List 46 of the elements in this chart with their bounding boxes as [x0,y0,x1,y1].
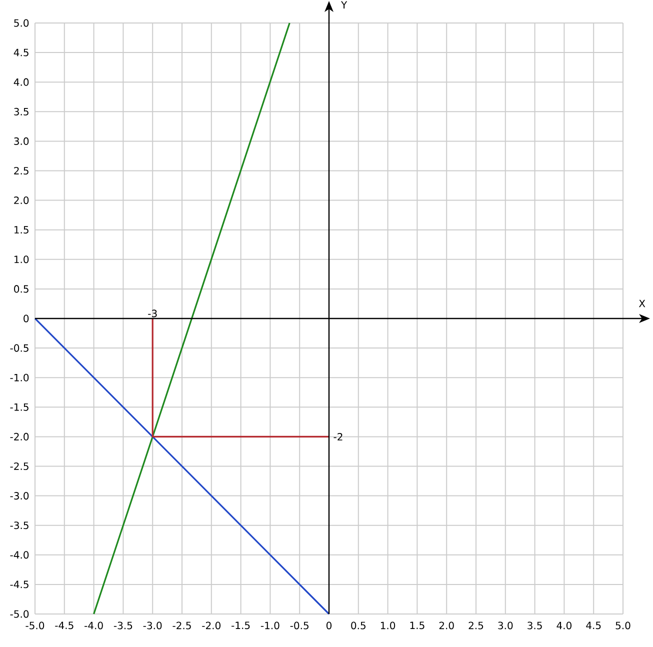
x-tick-label: -5.0 [26,622,44,630]
y-tick-label: 2.0 [14,196,29,204]
x-tick-label: -2.5 [172,622,191,630]
y-tick-label: -5.0 [10,610,29,618]
x-tick-label: 1.5 [410,622,424,630]
annotation: -3 [148,310,157,318]
x-tick-label: 0.5 [351,622,366,630]
x-tick-label: -2.0 [202,622,220,630]
y-tick-label: -1.5 [10,403,28,411]
y-tick-label: 0.5 [14,285,28,293]
y-tick-label: 5.0 [14,19,29,27]
y-tick-label: -2.0 [10,432,29,440]
y-tick-label: -3.0 [10,492,29,500]
y-tick-label: 1.0 [14,256,29,264]
x-tick-label: -0.5 [290,622,308,630]
x-tick-label: -3.0 [143,622,162,630]
y-axis-title: Y [340,1,348,9]
y-tick-label: -2.5 [10,462,28,470]
x-axis-title: X [638,300,646,308]
y-tick-label: 3.5 [14,108,28,116]
y-tick-label: 3.0 [14,137,29,145]
x-tick-label: 0 [326,622,332,630]
x-tick-label: -1.0 [260,622,280,630]
x-tick-label: -3.5 [114,622,132,630]
x-tick-label: 2.0 [439,622,454,630]
x-tick-label: 1.0 [380,622,396,630]
x-tick-label: 3.0 [498,622,513,630]
y-tick-label: -1.0 [10,374,29,382]
x-tick-label: 4.5 [586,622,601,630]
x-tick-label: 4.0 [556,622,572,630]
y-tick-label: 4.0 [14,78,29,86]
x-tick-label: -4.0 [84,622,103,630]
y-tick-label: 1.5 [14,226,28,234]
x-tick-label: 2.5 [468,622,484,630]
x-tick-label: -4.5 [55,622,74,630]
annotation: -2 [334,432,342,440]
y-tick-label: 4.5 [14,48,28,56]
x-tick-label: -1.5 [232,622,250,630]
y-tick-label: -4.0 [10,551,29,559]
y-tick-label: -3.5 [10,522,28,530]
y-tick-label: -0.5 [10,344,28,352]
x-tick-label: 5.0 [616,622,630,630]
y-tick-label: 2.5 [14,166,28,175]
y-tick-label: -4.5 [10,580,28,588]
x-tick-label: 3.5 [528,622,542,630]
y-tick-label: 0 [24,314,29,322]
